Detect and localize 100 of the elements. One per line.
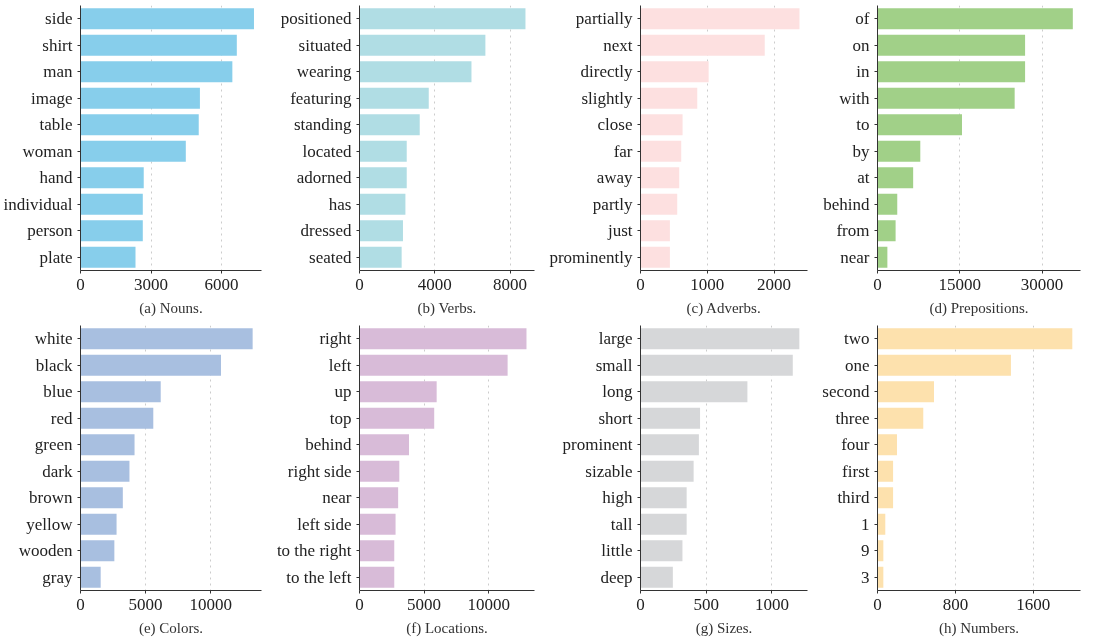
x-tick-label: 0 — [873, 594, 882, 614]
x-tick-label: 3000 — [134, 274, 169, 294]
y-tick-label: little — [601, 541, 633, 561]
y-tick-label: black — [35, 355, 73, 375]
text: (e) Colors. — [138, 619, 204, 637]
y-tick-label: high — [602, 488, 633, 508]
y-tick-label: woman — [22, 141, 73, 161]
x-tick-label: 15000 — [938, 274, 982, 294]
y-tick-label: two — [844, 329, 870, 349]
y-tick-label: in — [856, 62, 870, 82]
x-tick-label: 0 — [76, 594, 85, 614]
y-tick-label: to — [856, 115, 870, 135]
text: (c) Adverbs. — [686, 299, 761, 317]
y-tick-label: left — [328, 355, 352, 375]
y-tick-label: hand — [39, 168, 73, 188]
text: (a) Nouns. — [139, 299, 203, 317]
x-tick-label: 800 — [942, 594, 969, 614]
x-tick-label: 1600 — [1016, 594, 1051, 614]
x-tick-label: 0 — [76, 274, 85, 294]
text: (b) Verbs. — [417, 299, 477, 317]
y-tick-label: up — [334, 382, 352, 402]
y-tick-label: near — [322, 488, 352, 508]
y-tick-label: by — [852, 141, 870, 161]
y-tick-label: image — [30, 88, 73, 108]
x-tick-label: 10000 — [467, 594, 510, 614]
y-tick-label: has — [328, 194, 352, 214]
y-tick-label: four — [841, 435, 870, 455]
y-tick-label: table — [39, 115, 73, 135]
y-tick-label: to the left — [286, 567, 352, 587]
y-tick-label: wooden — [18, 541, 73, 561]
y-tick-label: one — [844, 355, 870, 375]
y-tick-label: third — [837, 488, 870, 508]
x-tick-label: 5000 — [128, 594, 163, 614]
y-tick-label: situated — [298, 35, 352, 55]
y-tick-label: seated — [309, 247, 352, 267]
y-tick-label: shirt — [42, 35, 73, 55]
x-tick-label: 1000 — [755, 594, 789, 614]
y-tick-label: next — [603, 35, 633, 55]
y-tick-label: left side — [297, 514, 352, 534]
y-tick-label: second — [822, 382, 870, 402]
y-tick-label: short — [598, 408, 633, 428]
y-tick-label: slightly — [581, 88, 633, 108]
x-tick-label: 5000 — [407, 594, 442, 614]
y-tick-label: directly — [580, 62, 633, 82]
y-tick-label: top — [329, 408, 352, 428]
y-tick-label: plate — [39, 247, 73, 267]
y-tick-label: 3 — [861, 567, 870, 587]
y-tick-label: 1 — [861, 514, 870, 534]
y-tick-label: featuring — [290, 88, 352, 108]
y-tick-label: just — [606, 221, 633, 241]
y-tick-label: wearing — [296, 62, 352, 82]
y-tick-label: 9 — [861, 541, 870, 561]
x-tick-label: 4000 — [417, 274, 452, 294]
y-tick-label: deep — [600, 567, 633, 587]
y-tick-label: red — [50, 408, 73, 428]
y-tick-label: right side — [287, 461, 352, 481]
x-tick-label: 500 — [693, 594, 719, 614]
y-tick-label: brown — [29, 488, 73, 508]
y-tick-label: from — [836, 221, 870, 241]
y-tick-label: prominently — [549, 247, 633, 267]
y-tick-label: green — [34, 435, 73, 455]
x-tick-label: 1000 — [690, 274, 725, 294]
y-tick-label: person — [27, 221, 73, 241]
x-tick-label: 8000 — [493, 274, 528, 294]
y-tick-label: right — [319, 329, 352, 349]
text: (h) Numbers. — [939, 619, 1019, 637]
x-tick-label: 10000 — [189, 594, 232, 614]
x-tick-label: 0 — [636, 594, 645, 614]
text: (d) Prepositions. — [929, 299, 1029, 317]
y-tick-label: far — [613, 141, 633, 161]
y-tick-label: long — [602, 382, 633, 402]
y-tick-label: dark — [42, 461, 73, 481]
y-tick-label: standing — [293, 115, 352, 135]
y-tick-label: yellow — [26, 514, 74, 534]
y-tick-label: close — [597, 115, 633, 135]
y-tick-label: gray — [42, 567, 73, 587]
text: (f) Locations. — [406, 619, 488, 637]
y-tick-label: small — [595, 355, 633, 375]
y-tick-label: to the right — [276, 541, 352, 561]
y-tick-label: with — [839, 88, 870, 108]
y-tick-label: dressed — [300, 221, 352, 241]
y-tick-label: located — [302, 141, 352, 161]
y-tick-label: away — [596, 168, 633, 188]
text: (g) Sizes. — [695, 619, 753, 637]
y-tick-label: tall — [610, 514, 633, 534]
y-tick-label: partly — [592, 194, 633, 214]
y-tick-label: behind — [305, 435, 352, 455]
x-tick-label: 0 — [873, 274, 882, 294]
y-tick-label: near — [840, 247, 870, 267]
x-tick-label: 6000 — [204, 274, 239, 294]
x-tick-label: 0 — [636, 274, 645, 294]
x-tick-label: 0 — [355, 594, 364, 614]
y-tick-label: behind — [823, 194, 870, 214]
y-tick-label: at — [857, 168, 870, 188]
y-tick-label: on — [852, 35, 870, 55]
y-tick-label: sizable — [585, 461, 633, 481]
x-tick-label: 0 — [355, 274, 364, 294]
y-tick-label: individual — [3, 194, 73, 214]
x-tick-label: 2000 — [757, 274, 792, 294]
x-tick-label: 30000 — [1020, 274, 1064, 294]
